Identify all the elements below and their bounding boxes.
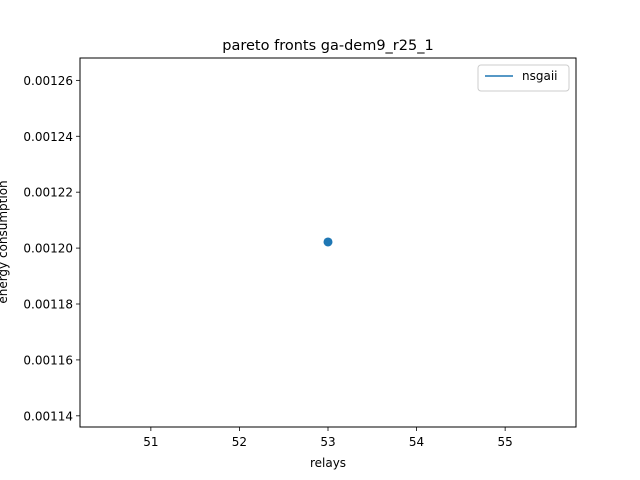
data-point	[323, 237, 333, 247]
x-tick-label: 53	[320, 435, 335, 449]
chart-title: pareto fronts ga-dem9_r25_1	[222, 38, 433, 54]
x-tick-label: 55	[498, 435, 513, 449]
x-tick-label: 51	[143, 435, 158, 449]
ticks-layer: 51 52 53 54 55 0.00114 0.00116 0.00118 0.00120 0.…	[23, 74, 512, 449]
y-tick-label: 0.00120	[23, 242, 73, 256]
marks-layer	[323, 237, 333, 247]
y-tick-label: 0.00114	[23, 409, 73, 423]
legend-label-nsgaii: nsgaii	[522, 69, 558, 83]
y-tick-label: 0.00126	[23, 74, 73, 88]
y-axis-label: energy consumption	[0, 180, 10, 303]
plot-frame	[79, 57, 577, 428]
y-tick-label: 0.00122	[23, 186, 73, 200]
legend: nsgaii	[477, 64, 570, 92]
y-tick-label: 0.00118	[23, 298, 73, 312]
x-axis-label: relays	[310, 456, 346, 470]
x-tick-label: 54	[409, 435, 424, 449]
y-tick-label: 0.00124	[23, 130, 73, 144]
x-tick-label: 52	[232, 435, 247, 449]
y-tick-label: 0.00116	[23, 353, 73, 367]
legend-box	[477, 64, 570, 92]
